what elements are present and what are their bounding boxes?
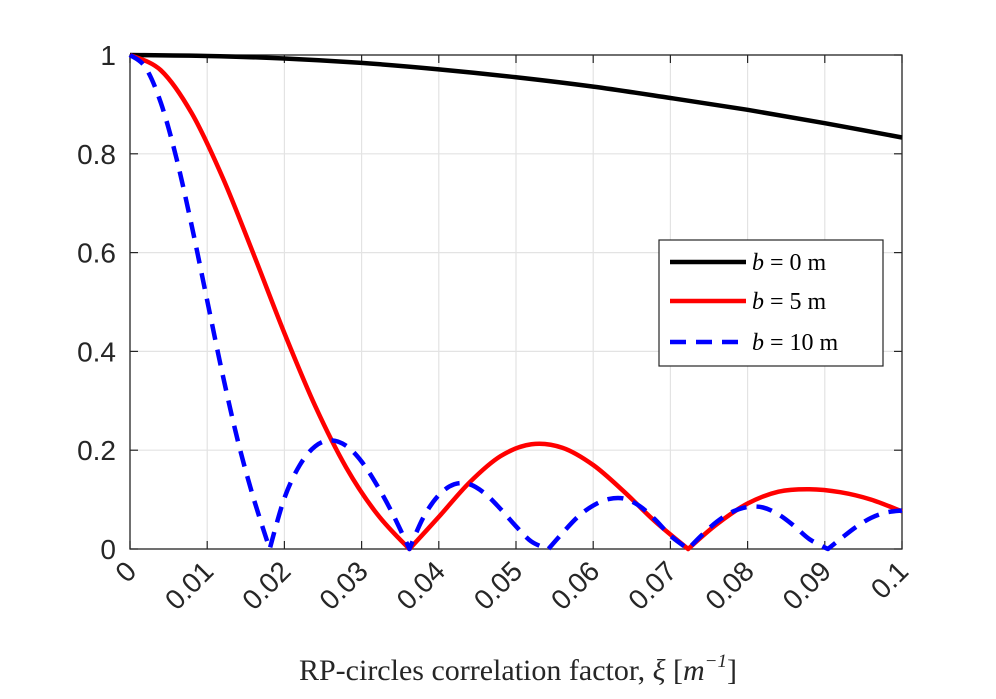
legend: b = 0 m b = 5 m b = 10 m: [658, 239, 884, 367]
series-line-1: [129, 52, 903, 552]
series-line-2: [128, 53, 903, 552]
y-tick-label: 0.6: [77, 238, 116, 269]
x-axis-label: RP-circles correlation factor, ξ [m−1]: [299, 651, 737, 687]
y-tick-label: 0.2: [77, 435, 116, 466]
legend-label-b0: b = 0 m: [752, 250, 827, 276]
legend-label-b10: b = 10 m: [752, 330, 839, 356]
y-tick-label: 0: [100, 534, 116, 565]
series-line-0: [129, 52, 903, 140]
legend-label-b5: b = 5 m: [752, 289, 827, 315]
y-tick-labels: 0 0.2 0.4 0.6 0.8 1: [77, 40, 116, 565]
y-tick-label: 1: [100, 40, 116, 71]
y-tick-label: 0.4: [77, 336, 116, 367]
y-tick-label: 0.8: [77, 139, 116, 170]
series-lines: [128, 52, 903, 552]
